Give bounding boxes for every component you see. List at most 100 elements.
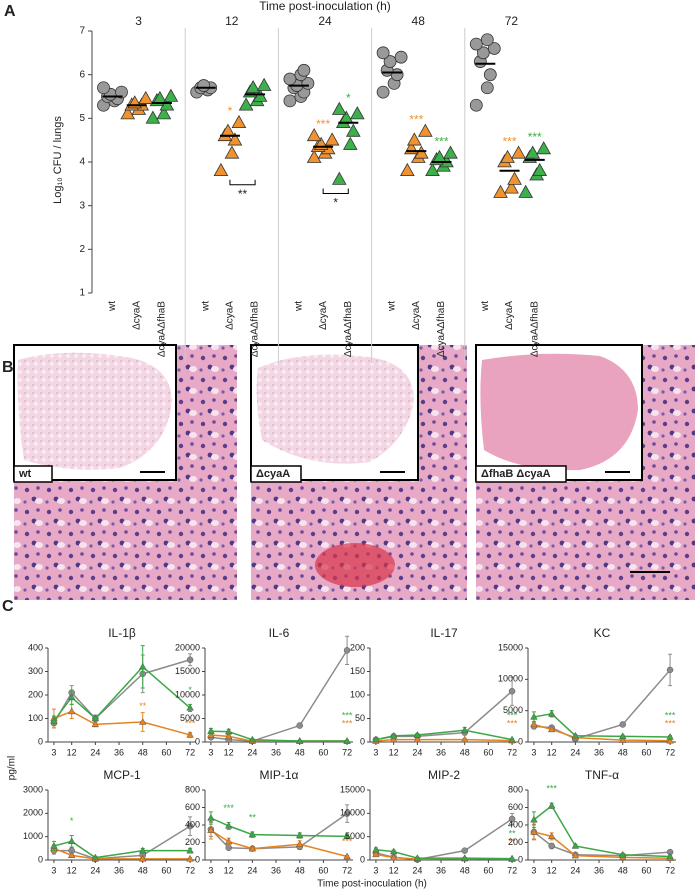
y-tick-label: 15000 bbox=[340, 784, 365, 794]
point bbox=[383, 55, 397, 68]
series-line bbox=[533, 831, 671, 857]
point bbox=[207, 813, 215, 821]
point bbox=[443, 145, 458, 159]
point bbox=[618, 736, 627, 743]
point bbox=[306, 127, 322, 142]
point bbox=[283, 72, 297, 86]
x-tick-label: 36 bbox=[114, 865, 124, 875]
point bbox=[530, 712, 538, 720]
x-tick-label: 48 bbox=[460, 865, 470, 875]
x-tick-label: 60 bbox=[483, 865, 493, 875]
point bbox=[225, 844, 232, 851]
y-tick-label: 400 bbox=[508, 819, 523, 829]
point bbox=[413, 730, 422, 738]
point bbox=[413, 735, 422, 743]
chart-title: MIP-1α bbox=[260, 768, 299, 782]
y-tick-label: 800 bbox=[508, 784, 523, 794]
series-line bbox=[533, 712, 671, 738]
point bbox=[115, 85, 128, 99]
panel-label: C bbox=[2, 598, 14, 615]
point bbox=[138, 854, 147, 862]
significance: *** bbox=[507, 718, 518, 728]
significance: *** bbox=[665, 718, 676, 728]
bracket bbox=[322, 188, 349, 194]
point bbox=[469, 37, 483, 51]
point bbox=[91, 853, 100, 861]
y-axis-label: pg/ml bbox=[7, 756, 18, 780]
point bbox=[224, 821, 233, 829]
significance: *** bbox=[342, 718, 353, 728]
y-tick-label: 300 bbox=[28, 666, 43, 676]
point bbox=[186, 730, 194, 738]
x-tick-label: 36 bbox=[594, 747, 604, 757]
point bbox=[342, 136, 358, 150]
y-tick-label: 3 bbox=[79, 200, 85, 211]
y-tick-label: 400 bbox=[28, 642, 43, 652]
y-tick-label: 200 bbox=[350, 642, 365, 652]
x-tick-label: 36 bbox=[114, 747, 124, 757]
point bbox=[530, 815, 538, 823]
y-tick-label: 15000 bbox=[498, 642, 523, 652]
point bbox=[67, 693, 76, 701]
x-tick-label: 24 bbox=[570, 747, 580, 757]
point bbox=[186, 854, 194, 862]
y-tick-label: 6 bbox=[79, 69, 85, 80]
x-tick-label: wt bbox=[480, 301, 491, 312]
point bbox=[480, 81, 494, 95]
y-tick-label: 10000 bbox=[175, 689, 200, 699]
series-line bbox=[533, 804, 671, 858]
point bbox=[547, 725, 556, 733]
bracket-label: * bbox=[333, 196, 338, 210]
point bbox=[349, 106, 365, 120]
point bbox=[224, 727, 233, 735]
x-tick-label: 12 bbox=[67, 865, 77, 875]
chart-title: TNF-α bbox=[585, 768, 619, 782]
point bbox=[67, 707, 76, 715]
x-tick-label: 72 bbox=[342, 865, 352, 875]
chart-title: KC bbox=[594, 626, 611, 640]
x-axis-label: Time post-inoculation (h) bbox=[317, 879, 427, 890]
point bbox=[343, 810, 351, 817]
group-label: 3 bbox=[135, 14, 142, 28]
x-tick-label: ΔcyaA bbox=[225, 301, 236, 330]
point bbox=[97, 81, 110, 95]
point bbox=[343, 647, 351, 654]
point bbox=[156, 106, 172, 120]
y-tick-label: 0 bbox=[360, 854, 365, 864]
point bbox=[376, 46, 390, 60]
x-tick-label: 12 bbox=[547, 865, 557, 875]
significance: *** bbox=[434, 134, 448, 148]
point bbox=[487, 42, 501, 55]
significance: * bbox=[188, 685, 192, 695]
y-tick-label: 0 bbox=[360, 736, 365, 746]
y-tick-label: 10000 bbox=[498, 674, 523, 684]
y-tick-label: 200 bbox=[185, 837, 200, 847]
y-tick-label: 1000 bbox=[23, 831, 43, 841]
x-tick-label: 60 bbox=[641, 747, 651, 757]
point bbox=[571, 731, 580, 739]
point bbox=[548, 842, 555, 850]
point bbox=[145, 110, 161, 124]
point bbox=[248, 735, 257, 743]
point bbox=[213, 162, 229, 177]
y-tick-label: 2 bbox=[79, 244, 85, 255]
chart-title: IL-1β bbox=[108, 626, 136, 640]
x-tick-label: 48 bbox=[618, 747, 628, 757]
x-tick-label: wt bbox=[200, 301, 211, 312]
point bbox=[283, 94, 297, 108]
x-tick-label: 72 bbox=[507, 865, 517, 875]
point bbox=[227, 132, 243, 146]
chart-title: IL-17 bbox=[430, 626, 458, 640]
point bbox=[343, 832, 351, 840]
point bbox=[666, 852, 674, 860]
bracket bbox=[229, 179, 256, 186]
x-tick-label: ΔcyaAΔfhaB bbox=[250, 301, 261, 357]
y-tick-label: 0 bbox=[195, 854, 200, 864]
y-tick-label: 5000 bbox=[345, 831, 365, 841]
inset-tissue bbox=[480, 353, 638, 471]
point bbox=[425, 162, 440, 177]
point bbox=[372, 735, 380, 743]
point bbox=[50, 716, 58, 724]
point bbox=[460, 735, 469, 743]
point bbox=[138, 90, 154, 104]
